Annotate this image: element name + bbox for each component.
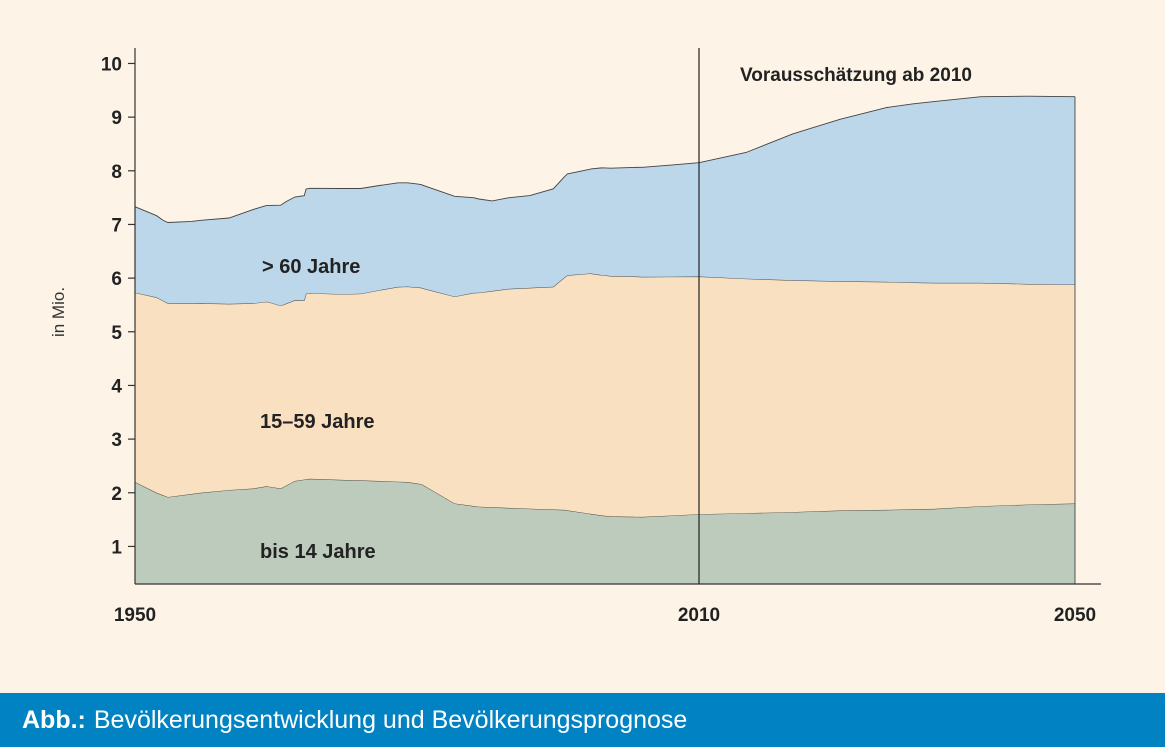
y-tick-label: 5 (111, 323, 122, 344)
series-label-bis-14: bis 14 Jahre (260, 541, 376, 563)
series-label-over-60: > 60 Jahre (262, 256, 360, 278)
area-bis-14 (135, 478, 1075, 584)
area-over-60 (135, 96, 1075, 306)
y-tick-label: 7 (111, 215, 122, 236)
y-tick-label: 3 (111, 430, 122, 451)
y-tick-label: 4 (111, 376, 122, 397)
x-tick-label: 2010 (678, 605, 720, 626)
y-tick-label: 1 (111, 537, 122, 558)
caption-prefix: Abb.: (22, 705, 86, 734)
y-tick-label: 10 (101, 54, 122, 75)
population-area-chart: 1 2 3 4 5 6 7 8 9 10 1950 2010 2050 in Mio. Vorauss… (49, 48, 1101, 626)
y-tick-label: 6 (111, 269, 122, 290)
caption-text: Bevölkerungsentwicklung und Bevölkerungs… (93, 705, 688, 734)
y-tick-label: 8 (111, 162, 122, 183)
x-tick-label: 1950 (114, 605, 156, 626)
axes-layer (134, 48, 1101, 585)
y-tick-label: 2 (111, 484, 122, 505)
series-label-15-59: 15–59 Jahre (260, 411, 375, 433)
area-layer (134, 95, 1076, 584)
area-15-59 (135, 273, 1075, 517)
x-tick-label: 2050 (1054, 605, 1096, 626)
y-tick-label: 9 (111, 108, 122, 129)
figure-caption-bar: Abb.: Bevölkerungsentwicklung und Bevölk… (0, 693, 1165, 747)
y-axis-label: in Mio. (49, 287, 68, 337)
forecast-annotation: Vorausschätzung ab 2010 (740, 65, 972, 86)
outline-over-60 (134, 95, 1076, 223)
x-ticks: 1950 2010 2050 (114, 605, 1096, 626)
y-ticks: 1 2 3 4 5 6 7 8 9 10 (101, 54, 135, 558)
